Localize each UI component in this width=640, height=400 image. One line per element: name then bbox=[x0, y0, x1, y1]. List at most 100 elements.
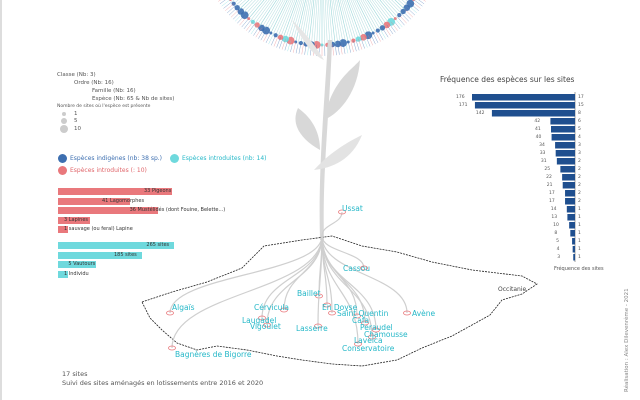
legend-ordre: Ordre (Nb: 16) bbox=[74, 80, 114, 86]
site-connector bbox=[321, 235, 359, 345]
species-tick bbox=[355, 39, 360, 51]
freq-value-label: 1 bbox=[578, 214, 581, 220]
freq-category-label: 31 bbox=[540, 158, 547, 164]
freq-value-label: 15 bbox=[578, 102, 584, 108]
species-tick bbox=[384, 26, 391, 36]
freq-value-label: 1 bbox=[578, 238, 581, 244]
frequency-chart bbox=[472, 92, 576, 262]
introduced-bar bbox=[58, 207, 158, 214]
fan-branch bbox=[290, 0, 303, 41]
species-tick bbox=[276, 37, 281, 48]
fan-branch bbox=[354, 0, 372, 35]
taxonomy-fan bbox=[218, 0, 426, 56]
site-label: Bagnères de Bigorre bbox=[175, 350, 252, 359]
fan-branch bbox=[244, 0, 259, 16]
site-marker bbox=[314, 323, 322, 329]
species-tick bbox=[360, 38, 365, 49]
fan-branch bbox=[328, 0, 333, 45]
cultivated-bar bbox=[58, 270, 68, 278]
site-connector bbox=[321, 235, 373, 338]
site-label: Algaïs bbox=[172, 303, 195, 312]
size-label-1: 1 bbox=[74, 111, 78, 117]
freq-value-label: 8 bbox=[578, 110, 581, 116]
site-label: Cérvicula bbox=[254, 303, 290, 312]
species-tick bbox=[279, 38, 284, 49]
legend-famille: Famille (Nb: 16) bbox=[92, 88, 136, 94]
fan-branch bbox=[259, 0, 277, 27]
freq-category-label: 8 bbox=[554, 230, 558, 236]
leaf bbox=[324, 60, 360, 120]
introduced-bar-label: 33 Pigeons bbox=[144, 188, 172, 194]
fan-branch bbox=[334, 0, 344, 44]
freq-bar bbox=[565, 198, 575, 205]
freq-category-label: 14 bbox=[550, 206, 557, 212]
leaf bbox=[295, 108, 320, 150]
tree-trunk bbox=[292, 20, 362, 240]
freq-value-label: 5 bbox=[578, 126, 581, 132]
species-tick bbox=[332, 44, 334, 56]
site-label: Lavelca bbox=[354, 336, 383, 345]
fan-branch bbox=[275, 0, 292, 36]
fan-branch bbox=[324, 0, 328, 45]
site-marker bbox=[403, 310, 411, 316]
introduced-bar bbox=[58, 188, 172, 195]
species-tick bbox=[395, 18, 403, 28]
fan-branch bbox=[308, 0, 315, 45]
introduced-bar bbox=[58, 197, 130, 205]
introduced-bar-label: 3 Lapines bbox=[64, 216, 89, 223]
freq-bar bbox=[572, 246, 575, 253]
species-tick bbox=[334, 44, 337, 56]
freq-bar bbox=[567, 214, 575, 221]
fan-branch bbox=[374, 0, 392, 23]
species-tick bbox=[218, 0, 221, 2]
species-tick bbox=[358, 38, 363, 50]
site-label: Ussat bbox=[342, 204, 363, 213]
species-tick bbox=[243, 20, 251, 30]
site-label: Avène bbox=[412, 309, 436, 318]
fan-branch bbox=[394, 0, 406, 10]
freq-category-label: 142 bbox=[475, 110, 485, 116]
freq-bar bbox=[551, 134, 575, 141]
freq-category-label: 41 bbox=[535, 126, 541, 132]
species-tick bbox=[342, 43, 346, 54]
freq-value-label: 2 bbox=[578, 158, 581, 164]
freq-value-label: 17 bbox=[578, 94, 584, 100]
species-tick bbox=[223, 1, 233, 9]
fan-branch bbox=[371, 0, 390, 24]
freq-value-label: 2 bbox=[578, 166, 581, 172]
fan-branch bbox=[331, 0, 339, 44]
legend-classe: Classe (Nb: 3) bbox=[57, 72, 96, 78]
cultivated-bar-label: 265 sites bbox=[146, 242, 170, 248]
cultivated-legend-dot bbox=[170, 154, 179, 163]
species-tick bbox=[375, 31, 381, 42]
freq-bar bbox=[562, 174, 575, 181]
fan-branch bbox=[339, 0, 352, 42]
freq-bar bbox=[556, 158, 575, 165]
fan-branch bbox=[287, 0, 301, 40]
site-marker bbox=[361, 320, 369, 326]
fan-branch bbox=[362, 0, 381, 30]
species-tick bbox=[255, 27, 262, 38]
fan-branch bbox=[280, 0, 296, 38]
cultivated-bar bbox=[58, 261, 97, 268]
site-marker bbox=[168, 345, 176, 351]
freq-bar bbox=[569, 222, 575, 229]
species-tick bbox=[281, 38, 286, 50]
fan-branch bbox=[376, 0, 394, 21]
species-tick bbox=[246, 21, 254, 31]
site-label: Saint Quentin bbox=[337, 309, 389, 318]
fan-branch bbox=[282, 0, 298, 39]
fan-branch bbox=[305, 0, 313, 44]
freq-category-label: 3 bbox=[557, 254, 561, 260]
species-tick bbox=[221, 0, 231, 7]
fan-branch bbox=[261, 0, 280, 29]
fan-branch bbox=[254, 0, 273, 24]
species-tick bbox=[228, 7, 238, 16]
footer-count: 17 sites bbox=[62, 370, 88, 378]
fan-branch bbox=[398, 0, 408, 8]
region-map bbox=[141, 209, 538, 367]
region-label: Occitanie bbox=[498, 286, 527, 293]
site-connector bbox=[266, 235, 323, 326]
freq-value-label: 1 bbox=[578, 206, 581, 212]
fan-branch bbox=[333, 0, 341, 44]
